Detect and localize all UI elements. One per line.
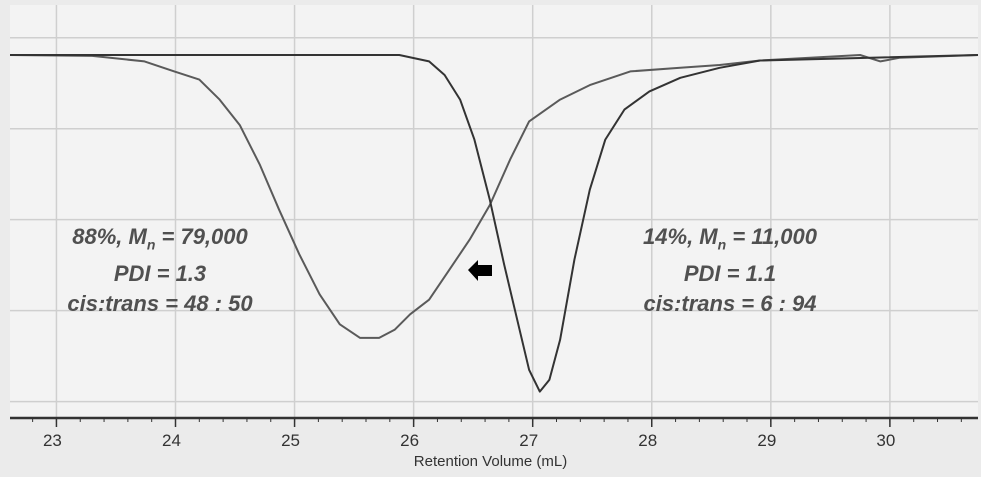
x-tick-label: 29 <box>757 431 776 450</box>
x-tick-label: 28 <box>638 431 657 450</box>
x-tick-label: 26 <box>400 431 419 450</box>
series-line-1 <box>9 54 979 339</box>
annotation-right-line2: PDI = 1.1 <box>683 261 777 287</box>
x-tick-label: 23 <box>43 431 62 450</box>
series-line-2 <box>10 54 979 393</box>
annotation-left-line2: PDI = 1.3 <box>113 261 207 287</box>
x-axis-label: Retention Volume (mL) <box>413 453 568 470</box>
x-tick-label: 24 <box>162 431 181 450</box>
x-tick-label: 27 <box>519 431 538 450</box>
annotation-right-line1: 14%, Mn = 11,000 <box>643 224 817 253</box>
annotation-left-line3: cis:trans = 48 : 50 <box>67 291 253 317</box>
plot-background <box>10 5 978 418</box>
left-arrow-icon <box>468 260 492 281</box>
annotation-left-line1: 88%, Mn = 79,000 <box>72 224 248 253</box>
annotation-left: 88%, Mn = 79,000 PDI = 1.3 cis:trans = 4… <box>10 222 310 319</box>
x-tick-label: 30 <box>876 431 895 450</box>
x-tick-label: 25 <box>281 431 300 450</box>
annotation-right: 14%, Mn = 11,000 PDI = 1.1 cis:trans = 6… <box>580 222 880 319</box>
annotation-right-line3: cis:trans = 6 : 94 <box>643 291 817 317</box>
